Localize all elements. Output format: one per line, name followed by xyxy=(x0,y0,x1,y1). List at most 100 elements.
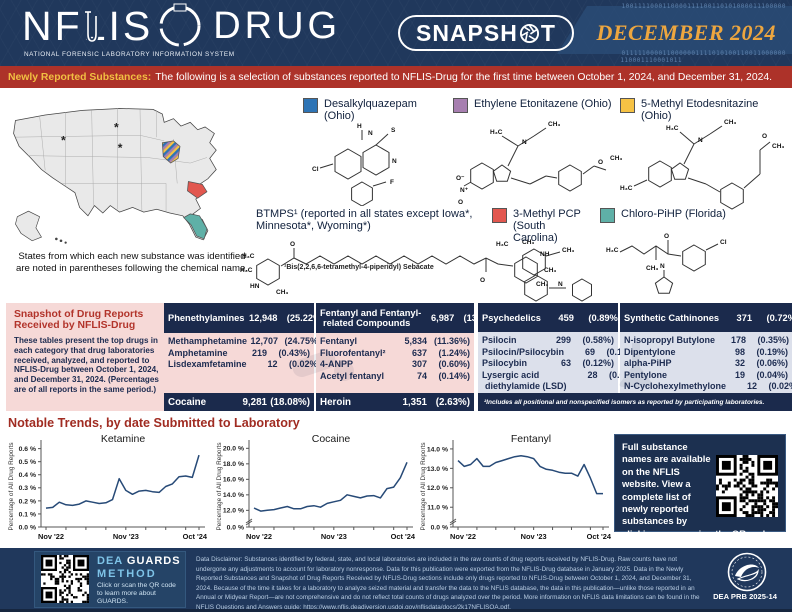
legend-swatch-purple xyxy=(453,98,468,113)
state-ohio-highlight xyxy=(161,140,181,164)
snapshot-badge: SNAPSH T xyxy=(398,15,574,51)
asterisk-markers: * * * xyxy=(61,121,123,155)
svg-text:20.0 %: 20.0 % xyxy=(223,446,244,453)
drug-row: Amphetamine 219 (0.43%) xyxy=(168,347,310,358)
table-body: Psilocin299(0.58%)Psilocin/Psilocybin69(… xyxy=(478,332,641,393)
category-header: Psychedelics 459 (0.89%) xyxy=(478,303,621,333)
category-footer: Heroin 1,351 (2.63%) xyxy=(316,393,474,411)
svg-text:H₃C: H₃C xyxy=(606,247,619,254)
svg-text:0.6 %: 0.6 % xyxy=(19,446,36,453)
svg-text:H₃C: H₃C xyxy=(620,185,633,192)
svg-text:CH₃: CH₃ xyxy=(646,265,658,272)
svg-text:Oct '24: Oct '24 xyxy=(391,532,416,541)
svg-text:14.0 %: 14.0 % xyxy=(223,492,244,499)
binary-decoration: 0111110000110000001111010100110011000000 xyxy=(621,50,786,57)
nflis-wordmark: NFLIS xyxy=(22,3,154,49)
nflis-qr-code[interactable] xyxy=(716,455,778,517)
svg-text:O: O xyxy=(762,133,767,140)
us-map: * * * xyxy=(13,108,217,244)
drug-row: 4-ANPP 307 (0.60%) xyxy=(320,359,470,370)
svg-text:Oct '24: Oct '24 xyxy=(183,532,208,541)
trends-title: Notable Trends, by date Submitted to Lab… xyxy=(8,416,300,430)
binary-decoration: 1001111000110000111100110101000011100000 xyxy=(621,3,786,10)
email-link[interactable]: NFLIS@dea.gov xyxy=(684,540,755,552)
snapshot-description: These tables present the top drugs in ea… xyxy=(14,335,159,395)
binary-decoration: 110001110001011 xyxy=(620,57,682,64)
svg-text:H₃C: H₃C xyxy=(240,267,253,274)
us-outline xyxy=(13,108,217,241)
guards-method-label: METHOD xyxy=(97,567,157,580)
category-header: Fentanyl and Fentanyl-related Compounds 6… xyxy=(316,303,501,333)
svg-text:CH₃: CH₃ xyxy=(772,143,784,150)
legend-item-5-methyl-etodesnitazine: 5-Methyl Etodesnitazine (Ohio) xyxy=(620,98,788,122)
svg-text:H: H xyxy=(357,123,362,130)
trend-line-chart: Fentanyl Percentage of All Drug Reports 11… xyxy=(420,433,612,541)
svg-text:Oct '24: Oct '24 xyxy=(587,532,612,541)
nflis-logo: NFLIS DRUG xyxy=(22,2,341,50)
svg-text:F: F xyxy=(390,179,394,186)
table-body: Methamphetamine 12,707 (24.75%) Amphetamine… xyxy=(164,333,321,393)
table-column: Fentanyl and Fentanyl-related Compounds 6… xyxy=(316,303,501,411)
svg-text:O: O xyxy=(664,233,669,240)
svg-text:NH: NH xyxy=(540,251,550,258)
svg-text:Fentanyl: Fentanyl xyxy=(511,433,551,445)
structure-ethylene-etonitazene: H₃C N CH₃ O⁻ N⁺ O O CH₃ xyxy=(442,114,632,214)
footer: DEA GUARDS METHOD Click or scan the QR c… xyxy=(0,548,792,612)
svg-text:14.0 %: 14.0 % xyxy=(427,446,448,453)
footer-edge xyxy=(0,609,792,612)
legend-item-ethylene-etonitazene: Ethylene Etonitazene (Ohio) xyxy=(453,98,613,113)
guards-name-label: GUARDS xyxy=(126,555,181,567)
chemical-structure-drawing: H₃C N CH₃ O⁻ N⁺ O O CH₃ xyxy=(456,121,622,206)
structure-5-methyl-etodesnitazine: H₃C N CH₃ H₃C O CH₃ xyxy=(610,114,785,219)
header: 1001111000110000111100110101000011100000… xyxy=(0,0,792,66)
btmps-footnote: ¹Bis(2,2,6,6-tetramethyl-4-piperidyl) Se… xyxy=(284,264,434,271)
svg-text:0.2 %: 0.2 % xyxy=(19,498,36,505)
svg-text:S: S xyxy=(391,127,396,134)
trend-line-chart: Cocaine Percentage of All Drug Reports 12.… xyxy=(216,433,416,541)
disclaimer-link[interactable]: https://www.nflis.deadiversion.usdoj.gov… xyxy=(303,603,510,611)
drug-wordmark: DRUG xyxy=(213,5,342,47)
svg-text:CH₃: CH₃ xyxy=(724,119,736,126)
svg-text:Nov '22: Nov '22 xyxy=(38,532,64,541)
nflis-ring-icon xyxy=(159,3,201,47)
svg-text:0.0 %: 0.0 % xyxy=(431,524,448,531)
legend-label: Desalkylquazepam (Ohio) xyxy=(324,98,417,122)
structure-btmps: H₃C H₃C HN CH₃ O O NH CH₃ CH₃ H₃C CH₃ xyxy=(238,236,568,303)
svg-text:H₃C: H₃C xyxy=(496,241,509,248)
data-disclaimer: Data Disclaimer: Substances identified b… xyxy=(196,555,702,612)
svg-text:Nov '22: Nov '22 xyxy=(450,532,476,541)
legend-label: Chloro-PiHP (Florida) xyxy=(621,208,726,220)
legend-label: Ethylene Etonitazene (Ohio) xyxy=(474,98,612,110)
svg-text:N⁺: N⁺ xyxy=(460,187,469,194)
asterisk-minnesota: * xyxy=(114,121,119,135)
svg-text:O: O xyxy=(458,199,463,206)
chart-cocaine: Cocaine Percentage of All Drug Reports 12.… xyxy=(214,432,419,544)
table-body: N-isopropyl Butylone 178 (0.35%) Dipentylon… xyxy=(620,332,792,393)
drug-row: Lisdexamfetamine 12 (0.02%) xyxy=(168,359,321,370)
guards-panel: DEA GUARDS METHOD Click or scan the QR c… xyxy=(34,551,186,608)
svg-text:0.0 %: 0.0 % xyxy=(227,524,244,531)
legend-item-3-methyl-pcp: 3-Methyl PCP (South Carolina) xyxy=(492,208,592,244)
drug-row: Psilocin 299 (0.58%) xyxy=(482,335,614,346)
chemical-structure-drawing: H₃C O Cl CH₃ N xyxy=(606,233,727,294)
svg-text:CH₃: CH₃ xyxy=(276,289,288,296)
snapshot-title: Snapshot of Drug Reports Received by NFL… xyxy=(14,309,144,332)
drug-reports-tables: Phenethylamines 12,948 (25.22%) Methampheta… xyxy=(164,303,792,411)
legend-swatch-teal xyxy=(600,208,615,223)
drug-row: Pentylone 19 (0.04%) xyxy=(624,369,788,380)
table-footnote: ²Includes all positional and nonspecifie… xyxy=(478,393,792,411)
svg-text:Nov '23: Nov '23 xyxy=(521,532,547,541)
legend-item-btmps: BTMPS¹ (reported in all states except Io… xyxy=(256,208,476,232)
guards-qr-code[interactable] xyxy=(41,555,89,603)
svg-text:O⁻: O⁻ xyxy=(456,175,465,182)
table-group-blue: Psychedelics 459 (0.89%) Psilocin 299 (0.58%)… xyxy=(478,303,792,411)
drug-row: alpha-PiHP 32 (0.06%) xyxy=(624,358,788,369)
chemical-structure-drawing: H₃C N CH₃ H₃C O CH₃ xyxy=(620,119,784,210)
drug-row: Acetyl fentanyl 74 (0.14%) xyxy=(320,370,470,381)
legend-swatch-blue xyxy=(303,98,318,113)
